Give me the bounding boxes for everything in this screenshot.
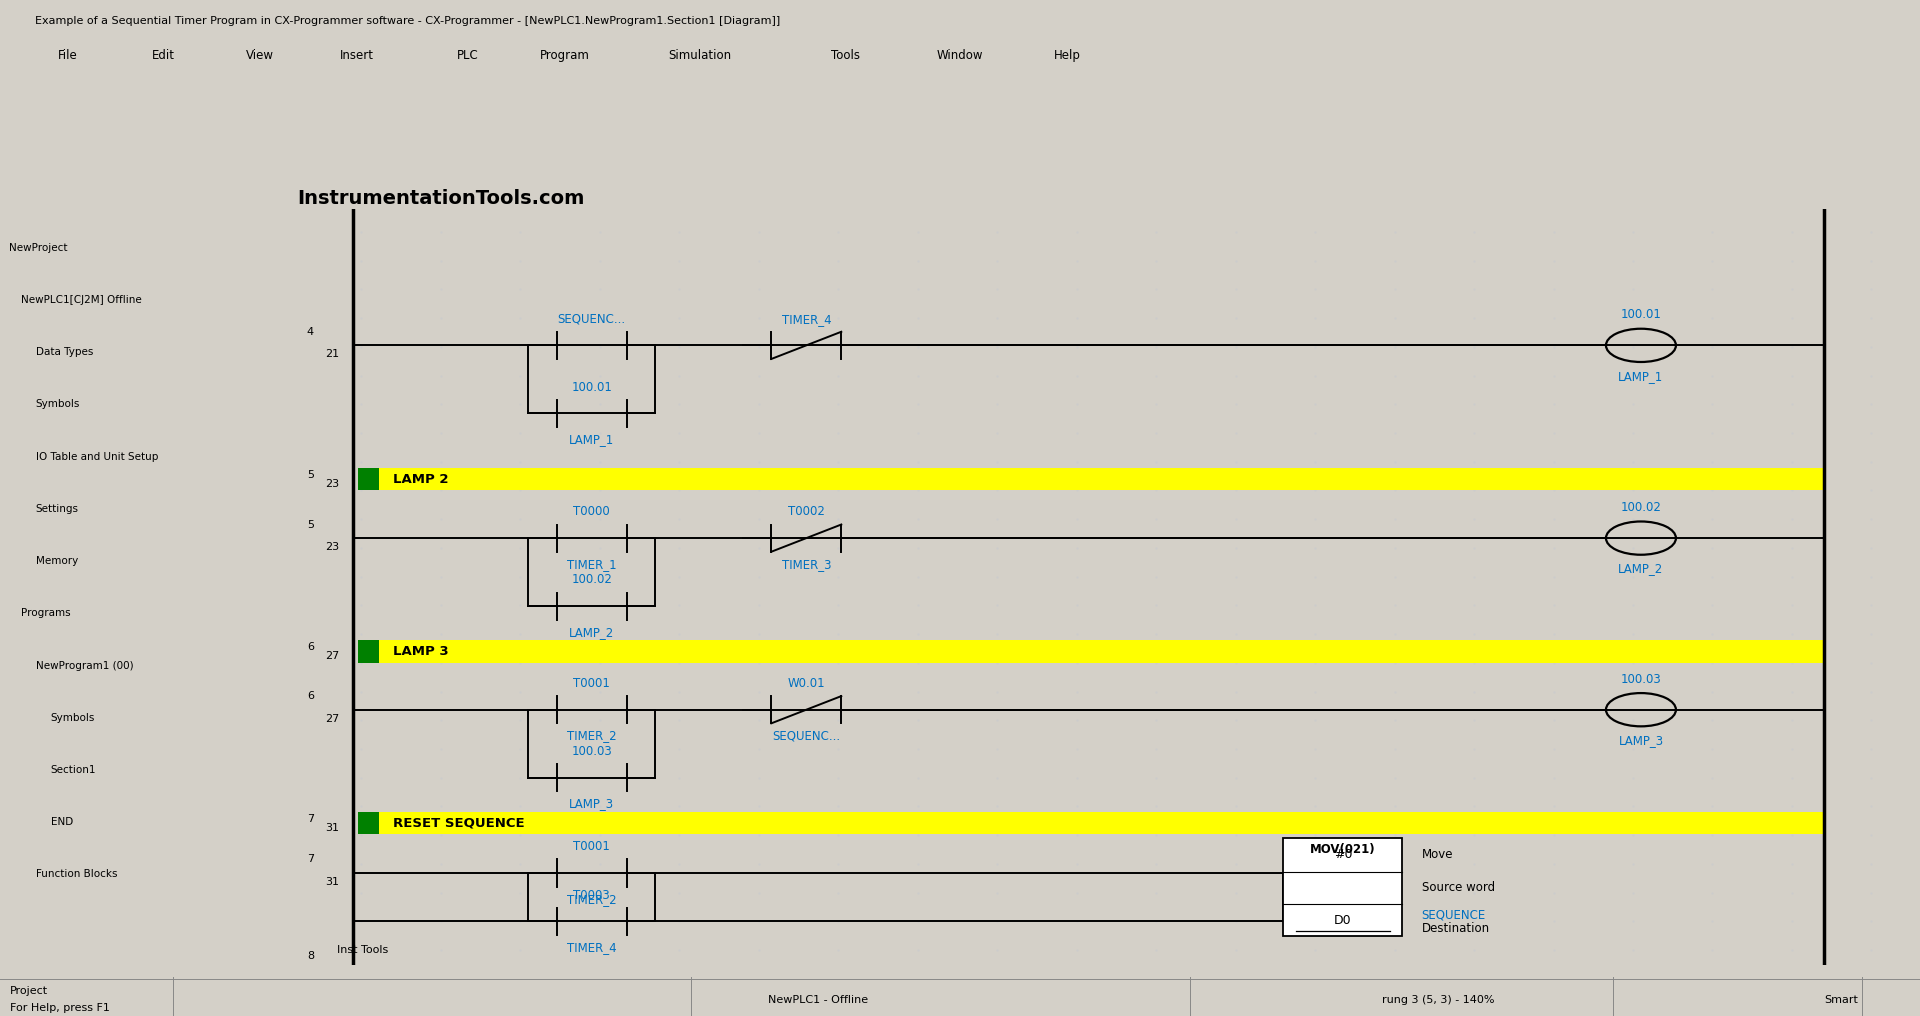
Text: T0000: T0000 bbox=[574, 506, 611, 518]
Text: NewProgram1 (00): NewProgram1 (00) bbox=[36, 660, 132, 671]
Text: LAMP 3: LAMP 3 bbox=[394, 645, 449, 658]
Text: T0001: T0001 bbox=[574, 677, 611, 690]
Text: 6: 6 bbox=[307, 691, 313, 701]
Text: TIMER_1: TIMER_1 bbox=[566, 558, 616, 571]
Text: 7: 7 bbox=[307, 814, 313, 824]
Text: Insert: Insert bbox=[340, 50, 374, 62]
Text: SEQUENC...: SEQUENC... bbox=[772, 729, 841, 743]
Text: LAMP_3: LAMP_3 bbox=[1619, 734, 1663, 747]
Text: 5: 5 bbox=[307, 469, 313, 480]
Text: TIMER_2: TIMER_2 bbox=[566, 893, 616, 905]
Text: TIMER_4: TIMER_4 bbox=[566, 941, 616, 954]
Text: NewPLC1[CJ2M] Offline: NewPLC1[CJ2M] Offline bbox=[21, 295, 142, 305]
Text: 31: 31 bbox=[326, 823, 340, 833]
Text: LAMP_1: LAMP_1 bbox=[1619, 370, 1663, 383]
Text: 23: 23 bbox=[326, 543, 340, 552]
Text: PLC: PLC bbox=[457, 50, 478, 62]
Text: T0002: T0002 bbox=[787, 506, 826, 518]
Text: Symbols: Symbols bbox=[36, 399, 81, 409]
Text: LAMP_1: LAMP_1 bbox=[568, 433, 614, 446]
Text: For Help, press F1: For Help, press F1 bbox=[10, 1003, 109, 1013]
Text: LAMP_2: LAMP_2 bbox=[568, 626, 614, 639]
Text: NewPLC1 - Offline: NewPLC1 - Offline bbox=[768, 995, 868, 1005]
Text: Project: Project bbox=[10, 986, 48, 996]
Text: rung 3 (5, 3) - 140%: rung 3 (5, 3) - 140% bbox=[1382, 995, 1496, 1005]
Text: 100.01: 100.01 bbox=[1620, 308, 1661, 321]
Text: TIMER_3: TIMER_3 bbox=[781, 558, 831, 571]
Text: T0003: T0003 bbox=[574, 889, 611, 902]
Bar bbox=[357, 812, 378, 834]
Text: W0.01: W0.01 bbox=[787, 677, 826, 690]
Text: END: END bbox=[50, 817, 73, 827]
Text: Programs: Programs bbox=[21, 609, 71, 619]
Text: Tools: Tools bbox=[831, 50, 860, 62]
Text: Smart: Smart bbox=[1824, 995, 1859, 1005]
Text: 5: 5 bbox=[307, 519, 313, 529]
Text: NewProject: NewProject bbox=[10, 243, 67, 253]
Text: 8: 8 bbox=[307, 951, 313, 961]
Text: Move: Move bbox=[1421, 848, 1453, 862]
Text: LAMP 2: LAMP 2 bbox=[394, 472, 449, 486]
Text: Symbols: Symbols bbox=[50, 713, 94, 722]
Text: SEQUENCE: SEQUENCE bbox=[1421, 908, 1486, 922]
Text: T0001: T0001 bbox=[574, 840, 611, 853]
Text: 31: 31 bbox=[326, 877, 340, 887]
Text: Edit: Edit bbox=[152, 50, 175, 62]
Text: #0: #0 bbox=[1334, 848, 1352, 862]
Text: LAMP_3: LAMP_3 bbox=[568, 798, 614, 811]
Text: 21: 21 bbox=[326, 350, 340, 360]
Text: Settings: Settings bbox=[36, 504, 79, 514]
Text: LAMP_2: LAMP_2 bbox=[1619, 562, 1663, 575]
Text: 23: 23 bbox=[326, 479, 340, 489]
Text: TIMER_4: TIMER_4 bbox=[781, 313, 831, 326]
Text: D0: D0 bbox=[1334, 913, 1352, 927]
Bar bbox=[357, 467, 378, 491]
Bar bbox=[357, 812, 1824, 834]
Text: Example of a Sequential Timer Program in CX-Programmer software - CX-Programmer : Example of a Sequential Timer Program in… bbox=[35, 16, 780, 26]
Bar bbox=[1283, 838, 1402, 937]
Text: RESET SEQUENCE: RESET SEQUENCE bbox=[394, 817, 524, 830]
Text: InstrumentationTools.com: InstrumentationTools.com bbox=[298, 189, 586, 208]
Text: 7: 7 bbox=[307, 854, 313, 865]
Text: MOV(021): MOV(021) bbox=[1309, 842, 1375, 855]
Bar bbox=[357, 640, 1824, 662]
Text: 27: 27 bbox=[326, 714, 340, 723]
Text: File: File bbox=[58, 50, 77, 62]
Text: Source word: Source word bbox=[1421, 881, 1494, 894]
Text: TIMER_2: TIMER_2 bbox=[566, 729, 616, 743]
Text: Function Blocks: Function Blocks bbox=[36, 870, 117, 880]
Text: Program: Program bbox=[540, 50, 589, 62]
Text: Inst Tools: Inst Tools bbox=[338, 945, 388, 955]
Text: 100.03: 100.03 bbox=[1620, 673, 1661, 686]
Text: 100.01: 100.01 bbox=[572, 381, 612, 394]
Text: 27: 27 bbox=[326, 651, 340, 661]
Bar bbox=[357, 640, 378, 662]
Bar bbox=[357, 467, 1824, 491]
Text: 100.03: 100.03 bbox=[572, 745, 612, 758]
Text: SEQUENC...: SEQUENC... bbox=[557, 313, 626, 326]
Text: Destination: Destination bbox=[1421, 923, 1490, 935]
Text: Window: Window bbox=[937, 50, 983, 62]
Text: 100.02: 100.02 bbox=[1620, 501, 1661, 514]
Text: Section1: Section1 bbox=[50, 765, 96, 775]
Text: Data Types: Data Types bbox=[36, 347, 92, 358]
Text: 4: 4 bbox=[307, 327, 313, 336]
Text: 100.02: 100.02 bbox=[572, 573, 612, 586]
Text: Simulation: Simulation bbox=[668, 50, 732, 62]
Text: Help: Help bbox=[1054, 50, 1081, 62]
Text: IO Table and Unit Setup: IO Table and Unit Setup bbox=[36, 452, 157, 461]
Text: View: View bbox=[246, 50, 275, 62]
Text: 6: 6 bbox=[307, 642, 313, 652]
Text: Memory: Memory bbox=[36, 556, 79, 566]
